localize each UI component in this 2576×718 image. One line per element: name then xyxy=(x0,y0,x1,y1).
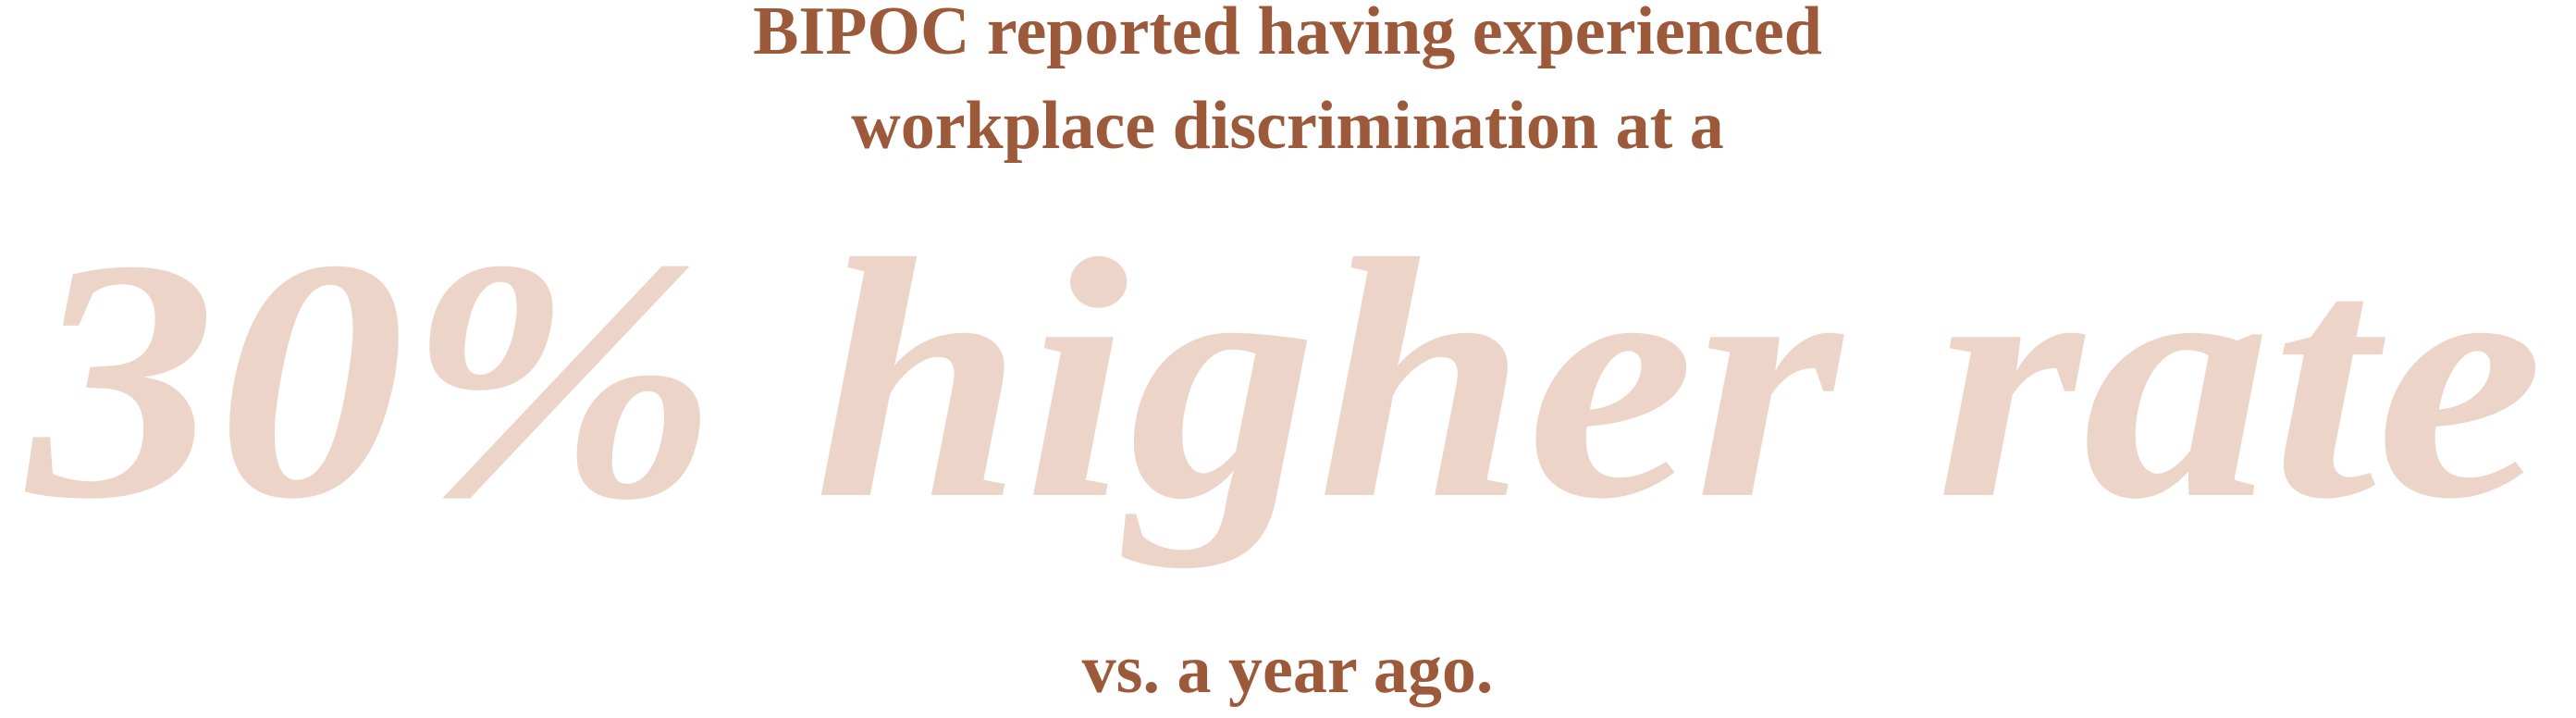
highlight-statistic: 30% higher rate xyxy=(22,190,2544,570)
footer-text: vs. a year ago. xyxy=(1082,632,1494,708)
heading-line: workplace discrimination at a xyxy=(851,88,1723,164)
heading-line: BIPOC reported having experienced xyxy=(753,0,1822,69)
